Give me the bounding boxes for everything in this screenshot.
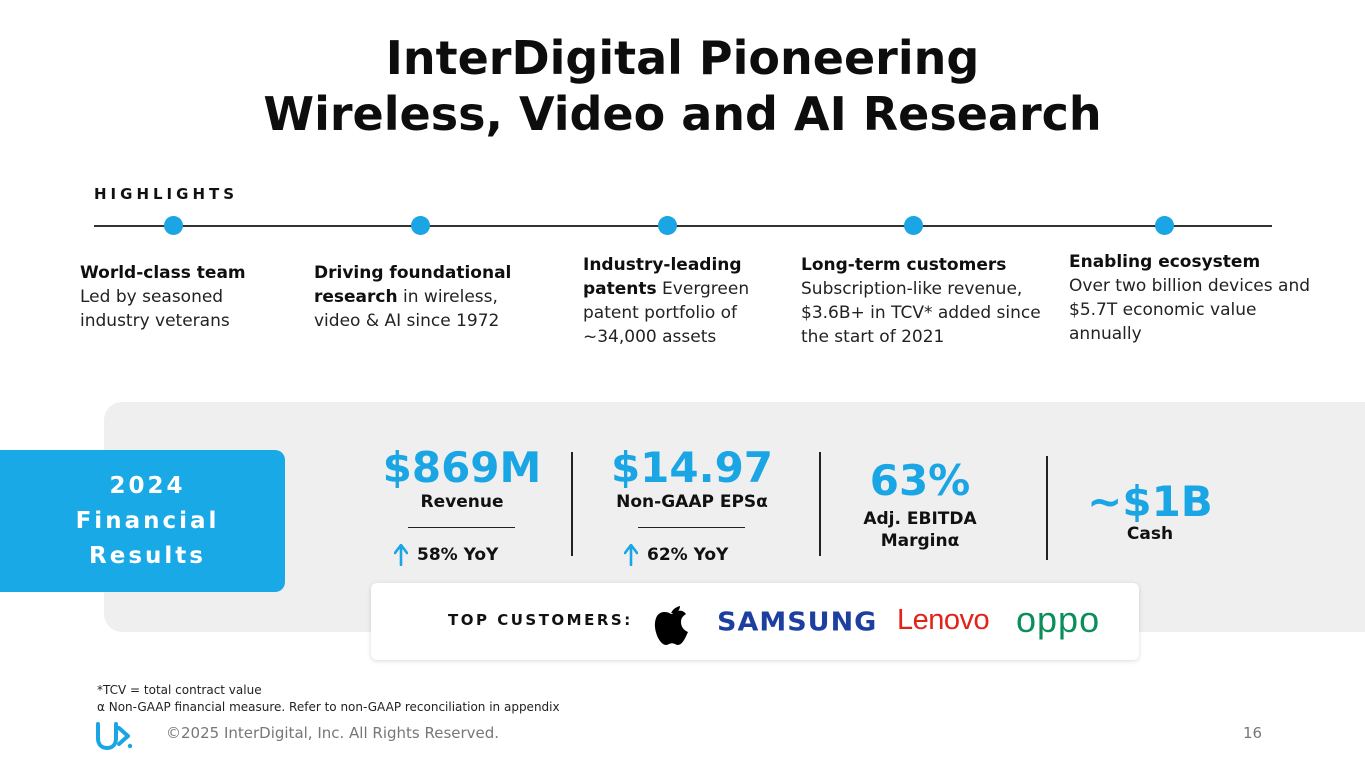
page-number: 16 <box>1243 724 1263 742</box>
highlight-world-class-team: World-class team Led by seasoned industr… <box>80 261 285 333</box>
timeline-line <box>94 225 1272 227</box>
highlight-text: Over two billion devices and $5.7T econo… <box>1069 276 1311 344</box>
highlight-title: Enabling ecosystem <box>1069 252 1261 272</box>
financial-results-box: 2024 Financial Results <box>0 450 285 592</box>
samsung-logo: SAMSUNG <box>717 607 878 638</box>
highlight-title: World-class team <box>80 263 246 283</box>
timeline-dot <box>164 216 183 235</box>
footnote-non-gaap: α Non-GAAP financial measure. Refer to n… <box>97 700 560 714</box>
highlight-text: Led by seasoned industry veterans <box>80 287 230 331</box>
footnote-tcv: *TCV = total contract value <box>97 683 262 697</box>
cash-label: Cash <box>1126 524 1174 544</box>
top-customers-card: TOP CUSTOMERS: SAMSUNG Lenovo oppo <box>371 583 1139 660</box>
metric-separator <box>819 452 821 556</box>
eps-yoy: 62% YoY <box>624 543 728 567</box>
highlight-title: Industry-leading patents <box>583 255 742 299</box>
revenue-yoy: 58% YoY <box>394 543 498 567</box>
highlight-long-term-customers: Long-term customers Subscription-like re… <box>801 253 1056 349</box>
interdigital-logo-icon <box>96 722 133 750</box>
arrow-up-icon <box>624 544 638 566</box>
ebitda-label-line2: Marginα <box>880 531 960 551</box>
timeline-dot <box>658 216 677 235</box>
top-customers-label: TOP CUSTOMERS: <box>448 611 633 629</box>
revenue-value: $869M <box>382 443 542 492</box>
revenue-yoy-text: 58% YoY <box>417 545 499 565</box>
eps-label: Non-GAAP EPSα <box>616 492 768 512</box>
metric-separator <box>1046 456 1048 560</box>
highlight-text: Subscription-like revenue, $3.6B+ in TCV… <box>801 279 1041 347</box>
highlight-enabling-ecosystem: Enabling ecosystem Over two billion devi… <box>1069 250 1334 346</box>
financial-label-1: Financial <box>75 507 220 534</box>
timeline-dot <box>411 216 430 235</box>
ebitda-label: Adj. EBITDA Marginα <box>835 508 1005 552</box>
highlights-heading: HIGHLIGHTS <box>94 185 239 203</box>
highlight-text: in wireless, video & AI since 1972 <box>314 287 500 331</box>
financial-label-2: Results <box>89 542 206 569</box>
financial-year: 2024 <box>109 472 186 499</box>
highlight-title: Driving foundational research <box>314 263 512 307</box>
eps-value: $14.97 <box>610 443 774 492</box>
eps-underline <box>638 527 745 528</box>
highlight-text: Evergreen patent portfolio of ~34,000 as… <box>583 279 750 347</box>
page-title-line1: InterDigital Pioneering <box>385 31 980 85</box>
arrow-up-icon <box>394 544 408 566</box>
page-title-line2: Wireless, Video and AI Research <box>263 87 1102 141</box>
highlight-title: Long-term customers <box>801 255 1007 275</box>
highlight-foundational-research: Driving foundational research in wireles… <box>314 261 544 333</box>
lenovo-logo: Lenovo <box>897 604 990 636</box>
timeline-dot <box>1155 216 1174 235</box>
apple-logo-icon <box>654 606 688 645</box>
metric-separator <box>571 452 573 556</box>
oppo-logo: oppo <box>1016 599 1101 640</box>
revenue-label: Revenue <box>420 492 504 512</box>
ebitda-label-line1: Adj. EBITDA <box>863 509 977 529</box>
revenue-underline <box>408 527 515 528</box>
copyright-text: ©2025 InterDigital, Inc. All Rights Rese… <box>166 724 500 742</box>
highlight-industry-leading-patents: Industry-leading patents Evergreen paten… <box>583 253 778 349</box>
ebitda-value: 63% <box>869 456 971 505</box>
eps-yoy-text: 62% YoY <box>647 545 729 565</box>
cash-value: ~$1B <box>1087 477 1213 526</box>
timeline-dot <box>904 216 923 235</box>
